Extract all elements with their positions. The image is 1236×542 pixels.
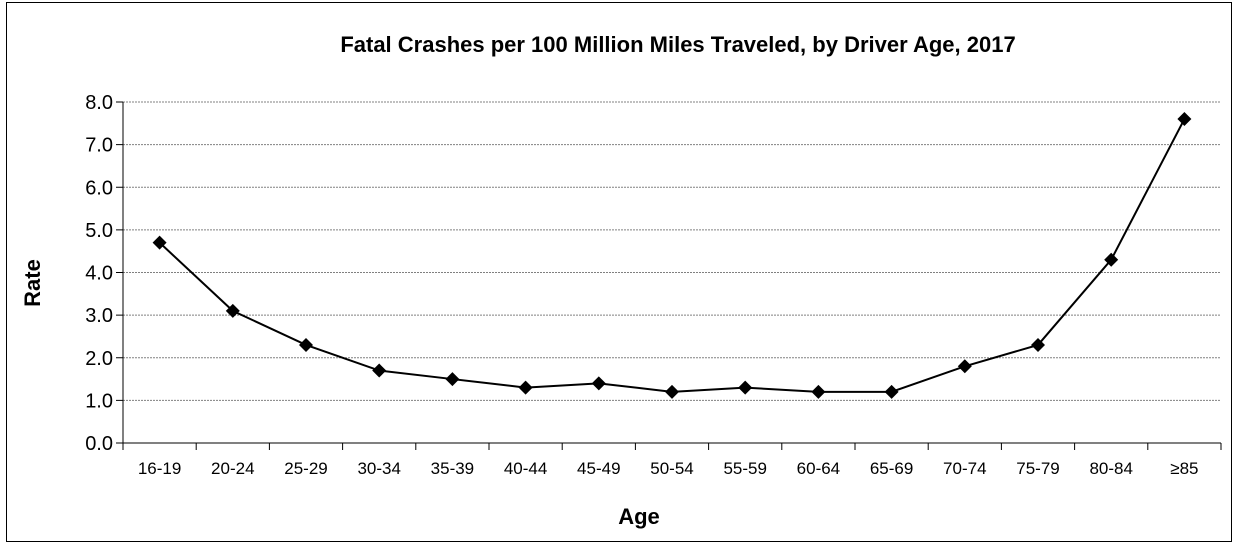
- chart-title: Fatal Crashes per 100 Million Miles Trav…: [340, 32, 1015, 57]
- x-axis-title: Age: [618, 504, 660, 529]
- data-point-marker: [738, 380, 753, 395]
- data-point-marker: [152, 235, 167, 250]
- x-tick-label: 30-34: [357, 459, 400, 478]
- y-tick-label: 1.0: [85, 390, 113, 412]
- x-tick-labels: 16-19 20-24 25-29 30-34 35-39 40-44 45-49 50-54…: [138, 459, 1199, 478]
- x-tick-label: 75-79: [1016, 459, 1059, 478]
- y-tick-label: 4.0: [85, 263, 113, 285]
- data-point-marker: [665, 384, 679, 399]
- x-tick-label: 50-54: [650, 459, 693, 478]
- data-point-marker: [591, 376, 606, 391]
- x-tick-label: 60-64: [797, 459, 840, 478]
- data-point-marker: [372, 363, 387, 378]
- y-tick-label: 0.0: [85, 433, 113, 455]
- y-tick-label: 8.0: [85, 92, 113, 114]
- y-axis-title: Rate: [20, 259, 45, 307]
- x-tick-label: 80-84: [1089, 459, 1132, 478]
- data-point-marker: [1177, 112, 1192, 127]
- x-tick-label: 16-19: [138, 459, 181, 478]
- y-tick-label: 7.0: [85, 135, 113, 157]
- y-tick-label: 3.0: [85, 305, 113, 327]
- data-point-marker: [445, 372, 460, 387]
- data-point-marker: [518, 380, 533, 395]
- x-tick-label: 20-24: [211, 459, 254, 478]
- y-tick-label: 6.0: [85, 177, 113, 199]
- series-line: [158, 118, 1186, 393]
- x-tick-label: ≥85: [1170, 459, 1198, 478]
- series-rate: [152, 112, 1192, 399]
- y-tick-label: 2.0: [85, 348, 113, 370]
- x-tick-label: 35-39: [431, 459, 474, 478]
- data-point-marker: [225, 303, 240, 318]
- data-point-marker: [1031, 337, 1045, 352]
- x-tick-label: 55-59: [723, 459, 766, 478]
- y-tick-labels: 0.0 1.0 2.0 3.0 4.0 5.0 6.0 7.0 8.0: [85, 92, 113, 455]
- data-point-marker: [811, 384, 826, 399]
- x-tick-label: 45-49: [577, 459, 620, 478]
- data-point-marker: [1104, 252, 1119, 267]
- y-tick-label: 5.0: [85, 220, 113, 242]
- x-tick-label: 25-29: [284, 459, 327, 478]
- data-point-marker: [299, 337, 313, 352]
- data-point-marker: [884, 384, 899, 399]
- data-point-marker: [957, 359, 972, 374]
- x-tick-label: 70-74: [943, 459, 986, 478]
- x-tick-label: 65-69: [870, 459, 913, 478]
- x-tick-label: 40-44: [504, 459, 547, 478]
- gridlines: [123, 101, 1221, 401]
- axes: [116, 101, 1222, 450]
